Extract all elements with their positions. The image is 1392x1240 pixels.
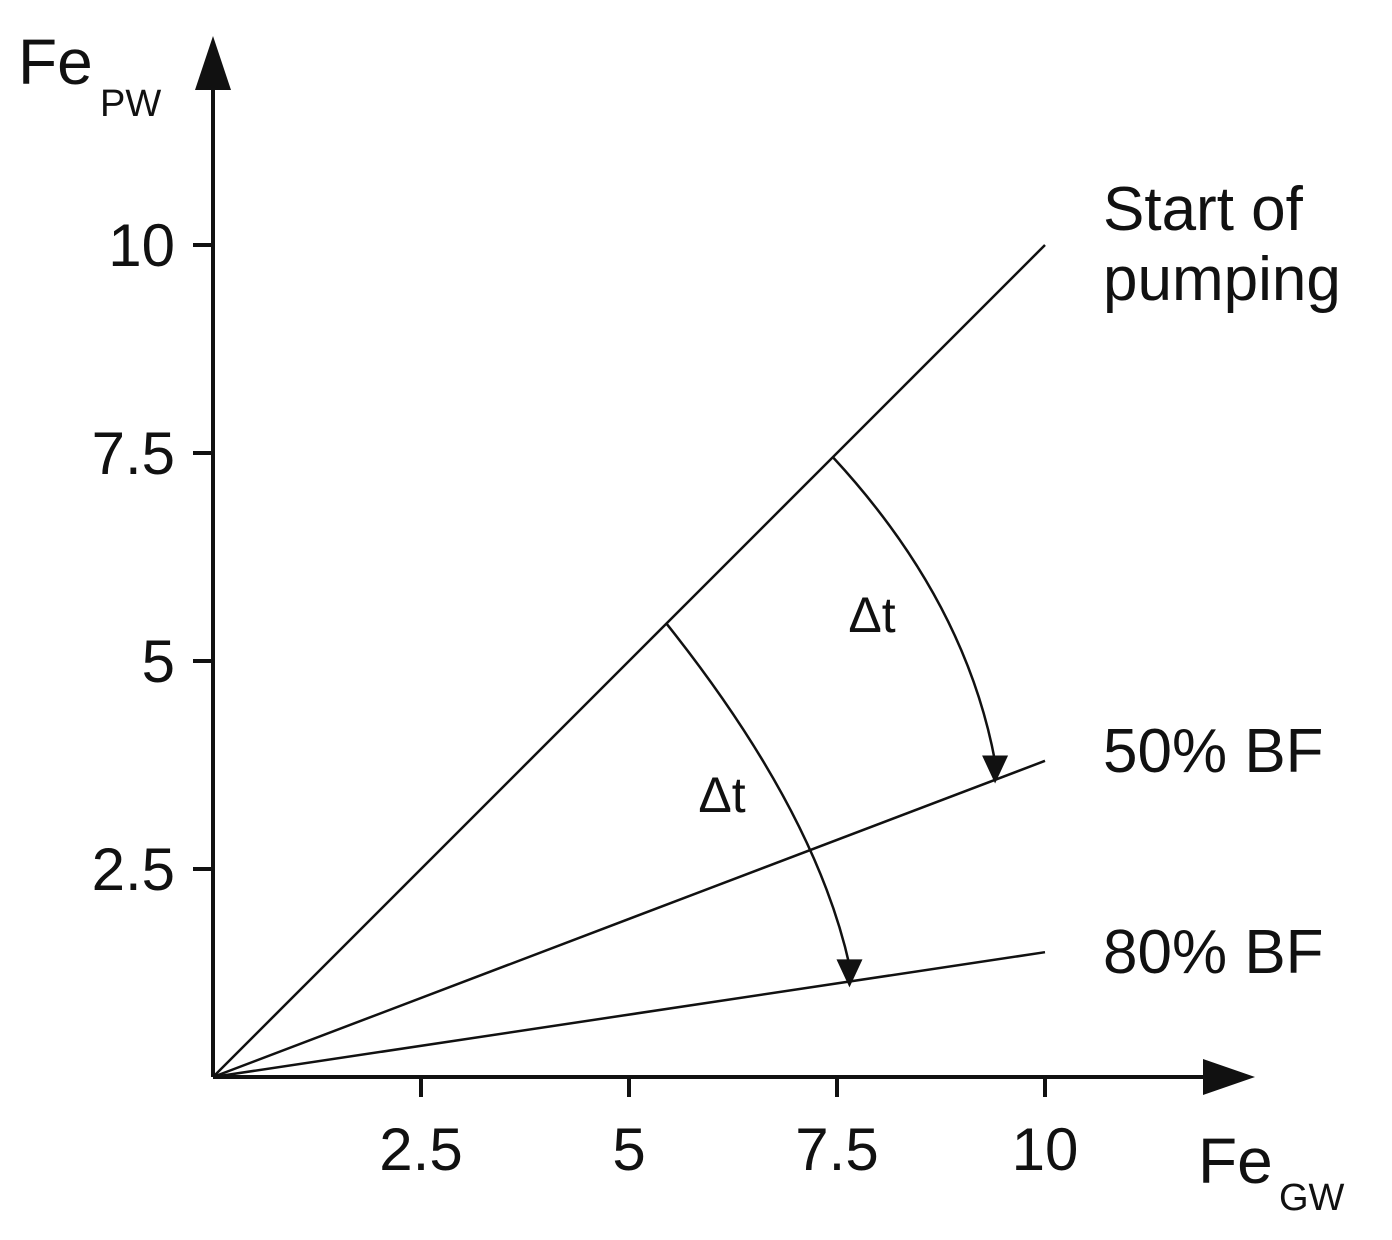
x-tick-label: 5 [612, 1116, 645, 1183]
series-label: 80% BF [1103, 918, 1324, 987]
delta-t-label: Δt [848, 587, 895, 643]
series-label: 50% BF [1103, 717, 1324, 786]
axes: 2.5 5 7.5 10 2.5 5 7.5 10 [92, 36, 1255, 1183]
y-axis-title: Fe [18, 26, 93, 98]
y-tick-label: 5 [142, 628, 175, 695]
y-tick-label: 7.5 [92, 420, 175, 487]
y-axis-arrowhead [195, 36, 231, 90]
x-axis-title-subscript: GW [1279, 1177, 1345, 1219]
series-line [212, 244, 1046, 1078]
x-tick-label: 7.5 [795, 1116, 878, 1183]
annotations: Δt Δt [665, 456, 1009, 988]
y-tick-label: 2.5 [92, 836, 175, 903]
y-tick-label: 10 [108, 212, 175, 279]
x-tick-label: 10 [1012, 1116, 1079, 1183]
series-line [212, 950, 1046, 1079]
delta-t-arrowhead [836, 959, 863, 988]
series-lines [212, 244, 1046, 1079]
y-axis-title-subscript: PW [100, 83, 161, 125]
delta-t-arc [831, 456, 997, 762]
x-axis-arrowhead [1203, 1059, 1255, 1095]
series-line [212, 759, 1046, 1079]
x-axis-title: Fe [1198, 1125, 1273, 1197]
series-label: Start of pumping [1103, 175, 1341, 314]
delta-t-arrowhead [982, 755, 1009, 784]
delta-t-label: Δt [698, 767, 745, 823]
delta-t-arc [665, 622, 851, 966]
x-tick-label: 2.5 [379, 1116, 462, 1183]
